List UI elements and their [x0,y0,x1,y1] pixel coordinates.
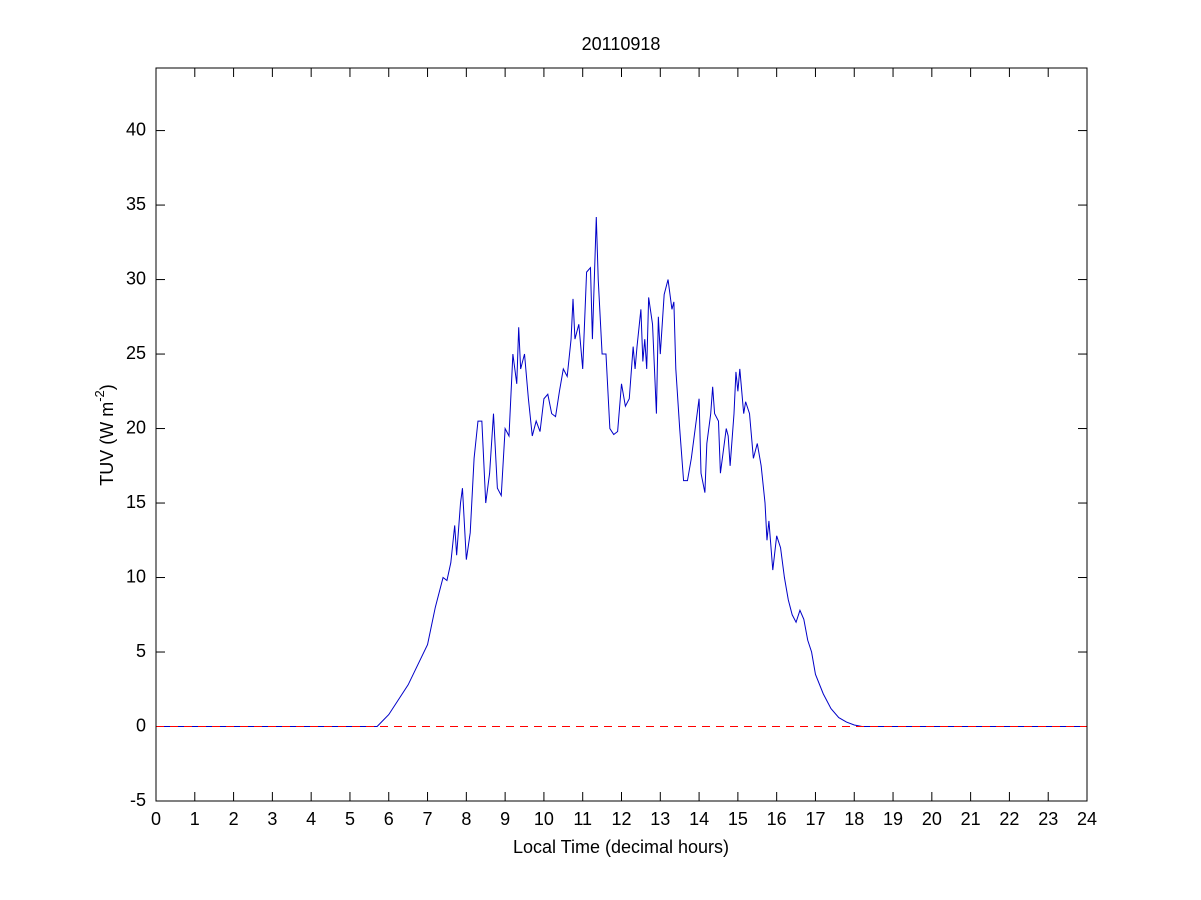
y-tick-label: 15 [126,492,146,512]
x-tick-label: 18 [844,809,864,829]
x-tick-label: 9 [500,809,510,829]
x-tick-label: 23 [1038,809,1058,829]
y-tick-label: -5 [130,790,146,810]
y-tick-label: 10 [126,566,146,586]
x-tick-label: 0 [151,809,161,829]
y-axis-label: TUV (W m-2) [92,384,116,486]
x-tick-label: 22 [999,809,1019,829]
x-tick-label: 20 [922,809,942,829]
chart-title: 20110918 [582,34,661,54]
x-tick-label: 17 [805,809,825,829]
x-tick-label: 7 [423,809,433,829]
plot-frame [155,67,1088,802]
x-tick-label: 8 [461,809,471,829]
x-tick-label: 13 [650,809,670,829]
x-tick-label: 12 [611,809,631,829]
x-tick-label: 19 [883,809,903,829]
y-tick-label: 40 [126,119,146,139]
x-tick-label: 10 [534,809,554,829]
y-tick-label: 20 [126,417,146,437]
data-line [156,216,1087,728]
x-axis-label: Local Time (decimal hours) [513,837,729,857]
y-tick-label: 25 [126,343,146,363]
x-tick-label: 6 [384,809,394,829]
x-tick-label: 14 [689,809,709,829]
x-tick-label: 2 [229,809,239,829]
x-tick-label: 24 [1077,809,1097,829]
y-axis-label-part: ) [97,384,117,390]
x-tick-label: 15 [728,809,748,829]
y-axis-label-sup: -2 [92,390,107,402]
y-tick-label: 5 [136,641,146,661]
x-tick-label: 1 [190,809,200,829]
x-tick-label: 11 [573,809,592,829]
x-tick-label: 4 [306,809,316,829]
x-tick-label: 5 [345,809,355,829]
x-tick-label: 3 [267,809,277,829]
y-axis-label-part: TUV (W m [97,402,117,486]
x-tick-label: 16 [767,809,787,829]
y-tick-label: 30 [126,268,146,288]
x-tick-label: 21 [961,809,981,829]
y-tick-label: 35 [126,194,146,214]
y-tick-label: 0 [136,715,146,735]
